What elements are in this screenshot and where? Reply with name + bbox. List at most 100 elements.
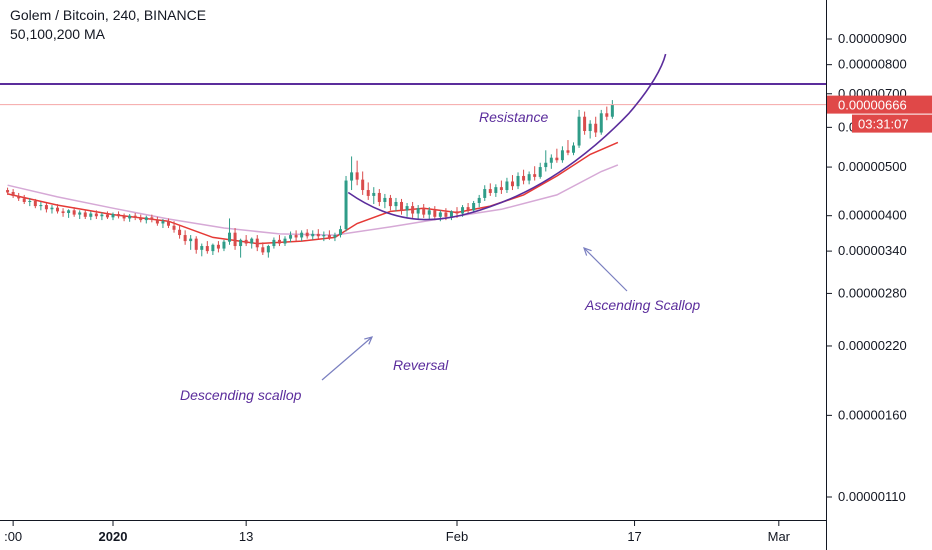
candle <box>277 235 281 247</box>
candle <box>483 185 487 201</box>
candle <box>405 203 409 217</box>
candle <box>33 198 37 209</box>
candle <box>228 218 232 245</box>
candle <box>488 183 492 196</box>
candle <box>327 230 331 240</box>
moving-average-fast <box>7 141 619 245</box>
candle <box>333 232 337 242</box>
candle <box>105 211 109 219</box>
candle <box>111 212 115 221</box>
time-tick-label: Mar <box>768 529 791 544</box>
candle <box>72 207 76 217</box>
candle <box>605 106 609 121</box>
candle <box>433 206 437 221</box>
price-tick-label: 0.00000280 <box>838 285 907 300</box>
moving-average-slow <box>7 164 619 236</box>
candle <box>494 184 498 197</box>
candle <box>216 241 220 253</box>
ascending-scallop-arrow[interactable] <box>583 247 628 292</box>
candle <box>205 241 209 254</box>
candle <box>449 210 453 221</box>
countdown-label: 03:31:07 <box>858 117 909 132</box>
candle <box>117 211 121 219</box>
last-price-tag <box>827 95 932 114</box>
candle <box>200 243 204 257</box>
candle <box>233 228 237 250</box>
chart-legend-indicators: 50,100,200 MA <box>10 26 105 42</box>
price-tick-label: 0.00000900 <box>838 31 907 46</box>
candle <box>89 211 93 221</box>
annotation-descending-scallop[interactable]: Descending scallop <box>180 387 302 403</box>
candle <box>289 231 293 243</box>
candle <box>544 150 548 172</box>
candle <box>350 156 354 191</box>
candle <box>222 239 226 252</box>
candle <box>11 189 15 198</box>
candle <box>466 203 470 214</box>
candle <box>155 216 159 226</box>
candle <box>499 180 503 194</box>
candle <box>411 201 415 218</box>
candle <box>244 235 248 247</box>
candle <box>67 209 71 218</box>
candle <box>39 201 43 211</box>
candle <box>94 210 98 219</box>
candle <box>78 210 82 219</box>
annotation-ascending-scallop[interactable]: Ascending Scallop <box>584 297 700 313</box>
candle <box>377 189 381 207</box>
candle <box>50 205 54 214</box>
candle <box>272 237 276 249</box>
annotation-reversal[interactable]: Reversal <box>393 357 449 373</box>
time-tick-label: 2020 <box>99 529 128 544</box>
descending-scallop-arrow[interactable] <box>321 336 374 381</box>
candle <box>366 182 370 200</box>
annotation-resistance[interactable]: Resistance <box>479 109 548 125</box>
candle <box>22 194 26 205</box>
candle <box>566 140 570 156</box>
candle <box>183 230 187 245</box>
candle <box>56 204 60 214</box>
candle <box>44 203 48 213</box>
price-tick-label: 0.00000160 <box>838 407 907 422</box>
time-tick-label: :00 <box>4 529 22 544</box>
candle <box>477 194 481 208</box>
candle <box>338 225 342 238</box>
candle <box>372 187 376 205</box>
candle <box>255 235 259 252</box>
candle <box>555 148 559 163</box>
candle <box>472 200 476 213</box>
candle <box>599 109 603 135</box>
candle <box>316 229 320 239</box>
candle <box>344 175 348 232</box>
candle <box>383 193 387 209</box>
price-tick-label: 0.00000110 <box>838 489 906 504</box>
candle <box>388 194 392 211</box>
time-tick-label: 13 <box>239 529 253 544</box>
candle <box>560 146 564 163</box>
candle <box>427 207 431 219</box>
countdown-tag <box>852 114 932 133</box>
price-tick-label: 0.00000800 <box>838 57 907 72</box>
candle <box>194 236 198 254</box>
candle <box>178 225 182 239</box>
candle <box>610 100 614 119</box>
candle <box>61 208 65 217</box>
candle <box>305 229 309 239</box>
time-tick-label: Feb <box>446 529 468 544</box>
candle <box>416 205 420 219</box>
candle <box>361 171 365 195</box>
candle <box>294 230 298 242</box>
candle <box>516 172 520 190</box>
price-tick-label: 0.00000400 <box>838 208 907 223</box>
candle <box>150 214 154 223</box>
candle <box>505 177 509 193</box>
candle <box>300 230 304 242</box>
candle <box>166 218 170 229</box>
time-tick-label: 17 <box>627 529 641 544</box>
scallop-curve[interactable] <box>347 53 667 221</box>
candle <box>522 169 526 185</box>
candle <box>261 242 265 255</box>
candle <box>422 204 426 218</box>
candle <box>266 244 270 258</box>
